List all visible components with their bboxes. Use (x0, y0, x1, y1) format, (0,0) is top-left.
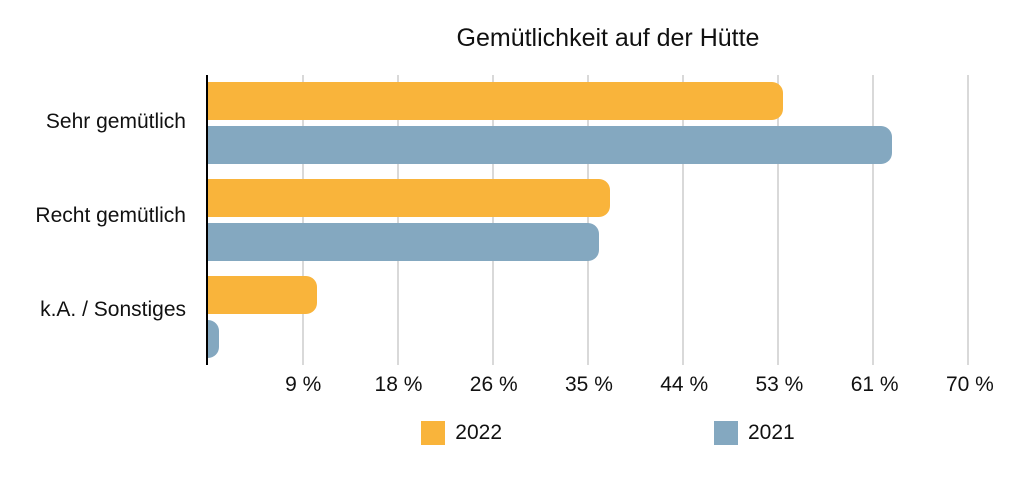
category-label-k-a-sonstiges: k.A. / Sonstiges (40, 298, 186, 322)
legend-label-2021: 2021 (748, 421, 795, 444)
bar-group-recht-gem-tlich (208, 179, 1006, 261)
chart-title: Gemütlichkeit auf der Hütte (456, 24, 760, 52)
bar-2022-recht-gem-tlich (208, 179, 610, 217)
bar-2021-sehr-gem-tlich (208, 126, 892, 164)
bar-2021-k-a-sonstiges (208, 320, 219, 358)
chart-body: Sehr gemütlich Recht gemütlich k.A. / Sons… (0, 75, 1024, 365)
category-label-recht-gem-tlich: Recht gemütlich (35, 203, 186, 227)
plot-area (206, 75, 1006, 365)
gridline-44 (682, 75, 684, 365)
tick-label-53: 53 % (755, 373, 804, 396)
legend-label-2022: 2022 (455, 421, 502, 444)
tick-label-70: 70 % (945, 373, 994, 396)
gridline-26 (492, 75, 494, 365)
tick-label-35: 35 % (565, 373, 613, 396)
bar-2021-recht-gem-tlich (208, 223, 599, 261)
gridline-70 (967, 75, 969, 365)
category-label-sehr-gem-tlich: Sehr gemütlich (45, 109, 186, 133)
bar-2022-sehr-gem-tlich (208, 82, 784, 120)
x-axis: 9 % 18 % 26 % 35 % 44 % 53 % 61 % 70 % (208, 365, 1008, 399)
legend-item-2021: 2021 (714, 421, 795, 445)
bar-chart: Gemütlichkeit auf der Hütte Sehr gemütli… (0, 24, 1024, 495)
gridline-9 (302, 75, 304, 365)
tick-label-61: 61 % (850, 373, 899, 396)
legend-item-2022: 2022 (421, 421, 502, 445)
gridline-18 (397, 75, 399, 365)
tick-label-18: 18 % (374, 373, 423, 396)
gridline-35 (587, 75, 589, 365)
bar-group-k-a-sonstiges (208, 276, 1006, 358)
gridline-53 (777, 75, 779, 365)
legend: 2022 2021 (208, 421, 1008, 445)
bar-group-sehr-gem-tlich (208, 82, 1006, 164)
tick-label-26: 26 % (469, 373, 518, 396)
bars-container (208, 75, 1006, 358)
gridline-61 (872, 75, 874, 365)
bar-2022-k-a-sonstiges (208, 276, 317, 314)
tick-label-44: 44 % (660, 373, 709, 396)
tick-label-9: 9 % (285, 373, 322, 396)
legend-swatch-2022 (421, 421, 446, 445)
category-labels: Sehr gemütlich Recht gemütlich k.A. / Sons… (0, 75, 206, 365)
legend-swatch-2021 (714, 421, 738, 445)
